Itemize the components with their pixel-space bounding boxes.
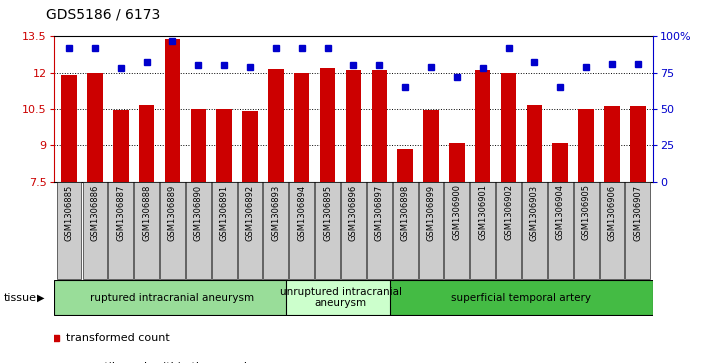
Text: GSM1306893: GSM1306893 <box>271 184 281 241</box>
Text: GSM1306907: GSM1306907 <box>633 184 643 241</box>
FancyBboxPatch shape <box>522 183 547 278</box>
Text: ▶: ▶ <box>37 293 45 303</box>
FancyBboxPatch shape <box>56 183 81 278</box>
Text: transformed count: transformed count <box>66 333 169 343</box>
FancyBboxPatch shape <box>186 183 211 278</box>
FancyBboxPatch shape <box>548 183 573 278</box>
Text: GSM1306898: GSM1306898 <box>401 184 410 241</box>
Text: GSM1306896: GSM1306896 <box>349 184 358 241</box>
FancyBboxPatch shape <box>573 183 598 278</box>
FancyBboxPatch shape <box>109 183 134 278</box>
FancyBboxPatch shape <box>315 183 340 278</box>
FancyBboxPatch shape <box>263 183 288 278</box>
Text: percentile rank within the sample: percentile rank within the sample <box>66 362 253 363</box>
Text: tissue: tissue <box>4 293 36 303</box>
Text: GSM1306902: GSM1306902 <box>504 184 513 240</box>
Bar <box>553 143 568 182</box>
FancyBboxPatch shape <box>496 183 521 278</box>
Bar <box>165 39 180 182</box>
Text: GSM1306895: GSM1306895 <box>323 184 332 241</box>
Text: GSM1306887: GSM1306887 <box>116 184 125 241</box>
Bar <box>87 73 103 182</box>
Bar <box>398 149 413 182</box>
Text: GSM1306892: GSM1306892 <box>246 184 254 241</box>
Text: GSM1306897: GSM1306897 <box>375 184 384 241</box>
FancyBboxPatch shape <box>393 183 418 278</box>
Text: GSM1306894: GSM1306894 <box>297 184 306 241</box>
Text: unruptured intracranial
aneurysm: unruptured intracranial aneurysm <box>279 287 401 309</box>
FancyBboxPatch shape <box>367 183 392 278</box>
Bar <box>294 73 309 182</box>
Bar <box>475 70 491 182</box>
Bar <box>371 70 387 182</box>
FancyBboxPatch shape <box>625 183 650 278</box>
Text: GSM1306891: GSM1306891 <box>220 184 228 241</box>
FancyBboxPatch shape <box>238 183 263 278</box>
Text: GSM1306905: GSM1306905 <box>582 184 590 240</box>
Bar <box>604 106 620 182</box>
FancyBboxPatch shape <box>600 183 624 278</box>
Bar <box>242 111 258 182</box>
Text: GSM1306899: GSM1306899 <box>426 184 436 241</box>
Text: GSM1306890: GSM1306890 <box>193 184 203 241</box>
FancyBboxPatch shape <box>418 183 443 278</box>
FancyBboxPatch shape <box>286 280 395 315</box>
Bar <box>139 105 154 182</box>
Text: GSM1306900: GSM1306900 <box>453 184 461 240</box>
FancyBboxPatch shape <box>289 183 314 278</box>
Text: GDS5186 / 6173: GDS5186 / 6173 <box>46 8 161 22</box>
FancyBboxPatch shape <box>54 280 291 315</box>
FancyBboxPatch shape <box>160 183 185 278</box>
Bar <box>501 73 516 182</box>
Text: GSM1306885: GSM1306885 <box>64 184 74 241</box>
Text: superficial temporal artery: superficial temporal artery <box>451 293 591 303</box>
FancyBboxPatch shape <box>471 183 495 278</box>
Bar <box>449 143 465 182</box>
FancyBboxPatch shape <box>83 183 107 278</box>
Text: GSM1306904: GSM1306904 <box>555 184 565 240</box>
Text: GSM1306903: GSM1306903 <box>530 184 539 241</box>
Bar <box>320 68 336 182</box>
Bar <box>423 110 438 182</box>
Bar <box>630 106 645 182</box>
Text: ruptured intracranial aneurysm: ruptured intracranial aneurysm <box>91 293 254 303</box>
Text: GSM1306886: GSM1306886 <box>91 184 99 241</box>
FancyBboxPatch shape <box>390 280 653 315</box>
Bar <box>527 105 542 182</box>
FancyBboxPatch shape <box>341 183 366 278</box>
Bar <box>61 75 77 182</box>
Text: GSM1306901: GSM1306901 <box>478 184 487 240</box>
Text: GSM1306906: GSM1306906 <box>608 184 616 241</box>
Text: GSM1306889: GSM1306889 <box>168 184 177 241</box>
Bar <box>578 109 594 182</box>
FancyBboxPatch shape <box>444 183 469 278</box>
Bar <box>216 109 232 182</box>
Text: GSM1306888: GSM1306888 <box>142 184 151 241</box>
Bar <box>191 109 206 182</box>
FancyBboxPatch shape <box>212 183 236 278</box>
Bar <box>346 70 361 182</box>
FancyBboxPatch shape <box>134 183 159 278</box>
Bar <box>268 69 283 182</box>
Bar <box>113 110 129 182</box>
